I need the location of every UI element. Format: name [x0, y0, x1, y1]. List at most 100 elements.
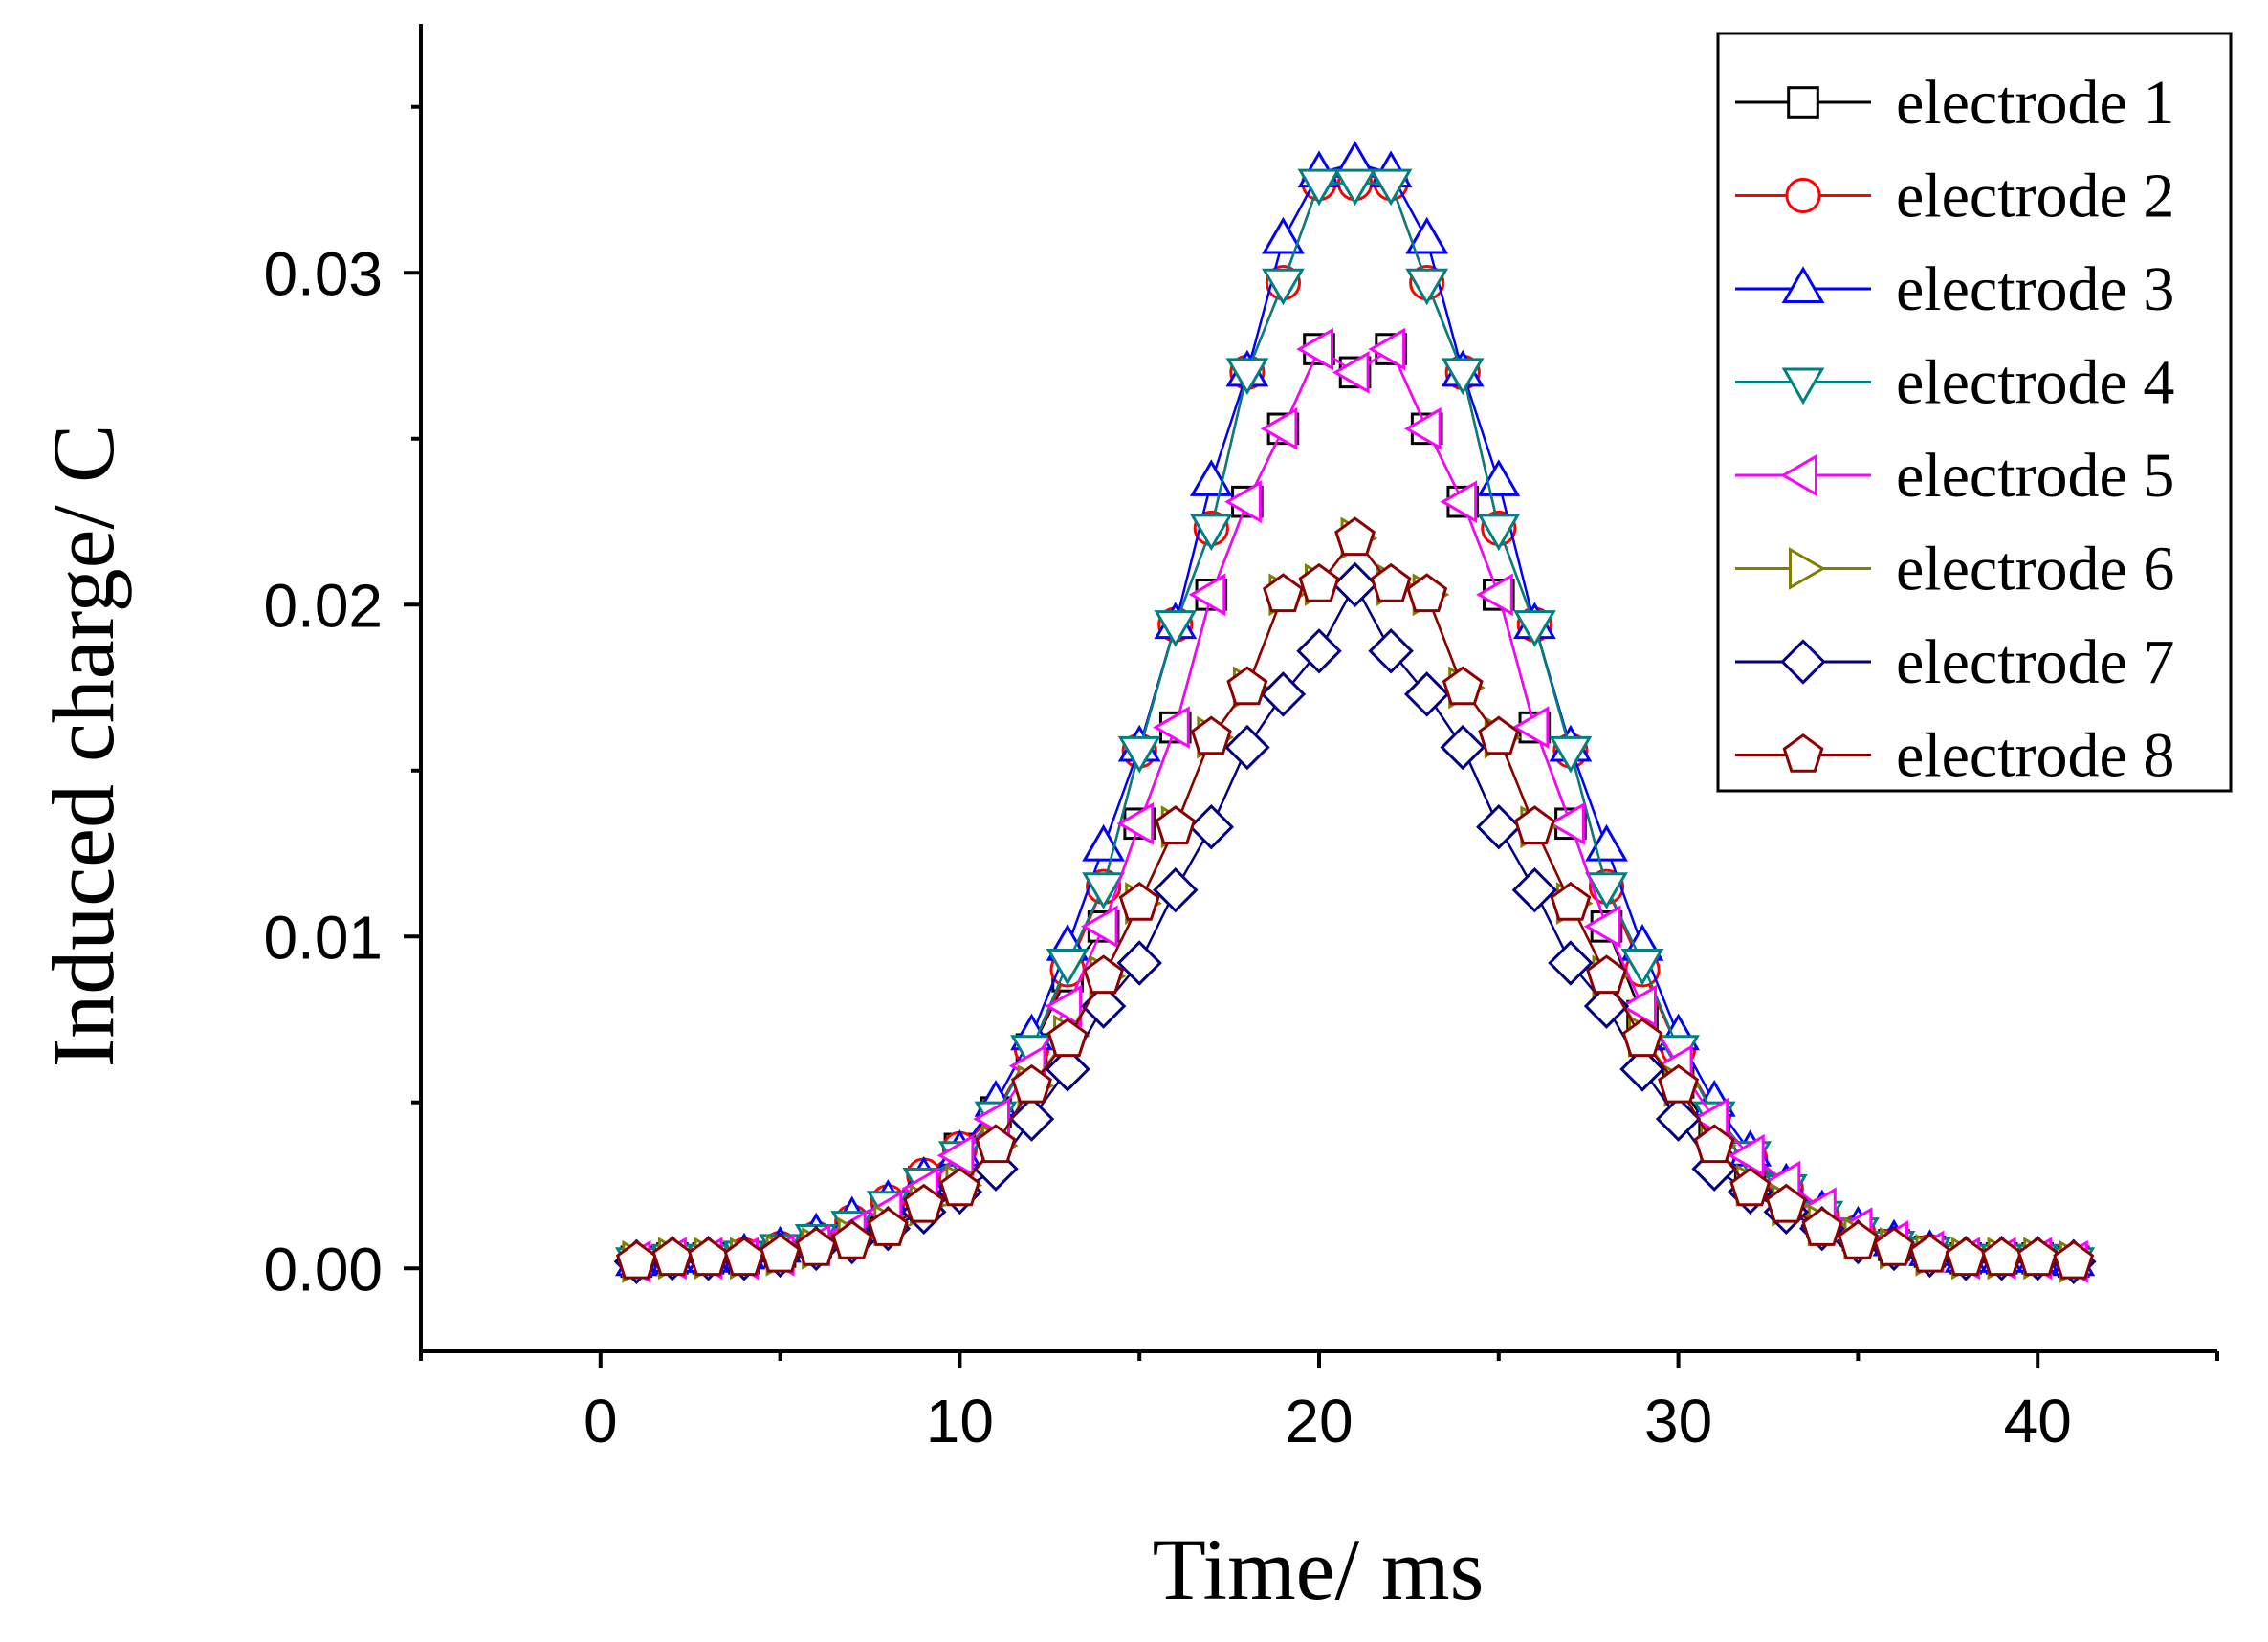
data-point [1153, 706, 1190, 750]
data-point [1116, 940, 1162, 986]
legend-item: electrode 1 [1735, 68, 2174, 138]
legend-item: electrode 3 [1735, 254, 2174, 324]
y-tick-label: 0.03 [263, 239, 383, 308]
data-point [1405, 268, 1449, 306]
data-point [975, 1124, 1017, 1164]
data-point [1728, 1133, 1765, 1177]
legend-label: electrode 3 [1896, 254, 2174, 324]
data-point [1511, 706, 1550, 750]
data-point [1370, 562, 1412, 602]
legend-label: electrode 7 [1896, 627, 2174, 697]
data-point [831, 1219, 873, 1259]
legend-label: electrode 8 [1896, 721, 2174, 791]
legend-item: electrode 8 [1735, 721, 2174, 791]
data-point [1693, 1124, 1735, 1164]
data-point [1046, 949, 1090, 986]
data-point [1332, 350, 1370, 394]
data-point [1297, 168, 1341, 207]
data-point [1550, 882, 1592, 921]
legend-marker [1780, 639, 1826, 685]
data-point [1263, 573, 1304, 613]
legend-label: electrode 6 [1896, 535, 2174, 604]
data-point [1586, 954, 1627, 995]
data-point [1190, 715, 1232, 755]
data-point [2053, 1239, 2095, 1280]
data-point [615, 1239, 657, 1280]
data-point [1477, 514, 1521, 552]
data-point [1117, 735, 1161, 774]
data-point [795, 1226, 837, 1266]
data-point [1296, 327, 1333, 371]
data-point [1585, 872, 1628, 909]
data-point [1619, 1046, 1665, 1092]
data-point [1368, 628, 1414, 674]
data-point [1261, 268, 1305, 306]
data-point [1260, 671, 1307, 717]
data-point [1046, 1018, 1089, 1058]
data-point [1981, 1237, 2023, 1277]
data-point [1478, 715, 1520, 755]
data-point [1729, 1167, 1772, 1207]
data-point [1404, 406, 1442, 450]
data-point [1083, 954, 1125, 995]
data-point [1441, 358, 1485, 396]
data-point [1369, 168, 1413, 207]
data-point [1261, 216, 1305, 254]
legend-label: electrode 4 [1896, 348, 2174, 418]
data-point [1583, 905, 1621, 949]
data-point [1837, 1219, 1879, 1259]
legend-marker [1780, 453, 1817, 497]
x-tick-label: 0 [584, 1387, 618, 1456]
data-point [938, 1167, 980, 1207]
data-point [1442, 666, 1484, 706]
series-layer [613, 141, 2097, 1285]
data-point [1658, 1063, 1700, 1104]
data-point [2016, 1237, 2059, 1277]
data-point [1655, 1096, 1702, 1142]
legend-label: electrode 5 [1896, 441, 2174, 511]
data-point [1298, 562, 1340, 602]
data-point [1225, 358, 1269, 396]
data-point [1118, 882, 1160, 921]
data-point [1045, 984, 1083, 1028]
data-point [1368, 327, 1406, 371]
data-point [1155, 805, 1197, 844]
data-point [1619, 984, 1657, 1028]
x-tick-label: 30 [1644, 1387, 1712, 1456]
legend-label: electrode 2 [1896, 162, 2174, 231]
data-point [1620, 949, 1664, 986]
data-point [1008, 1096, 1055, 1142]
data-point [1224, 480, 1262, 524]
x-axis-title: Time/ ms [1153, 1521, 1485, 1618]
data-point [1403, 671, 1450, 717]
legend-item: electrode 7 [1735, 627, 2174, 697]
data-point [1873, 1226, 1915, 1266]
data-point [1549, 735, 1593, 774]
data-point [1188, 573, 1226, 617]
data-point [1188, 803, 1235, 850]
legend-item: electrode 4 [1735, 348, 2174, 418]
x-tick-label: 20 [1285, 1387, 1353, 1456]
y-axis-title: Induced charge/ C [34, 425, 132, 1068]
legend: electrode 1 electrode 2 electrode 3 electro… [1716, 32, 2233, 793]
data-point [1082, 872, 1126, 909]
data-point [723, 1237, 765, 1277]
data-point [1116, 801, 1155, 845]
data-point [1153, 866, 1199, 913]
data-point [688, 1237, 729, 1277]
data-point [1333, 168, 1377, 207]
data-point [1511, 866, 1558, 913]
data-point [1548, 801, 1585, 845]
data-point [1334, 516, 1376, 557]
data-point [1080, 905, 1118, 949]
legend-marker [1782, 733, 1824, 773]
legend-marker [1789, 547, 1826, 590]
data-point [1476, 573, 1513, 617]
y-tick-label: 0.02 [263, 571, 383, 640]
data-point [1801, 1207, 1843, 1246]
x-tick-label: 40 [2004, 1387, 2072, 1456]
data-point [1440, 724, 1486, 771]
data-point [903, 1183, 945, 1223]
data-point [1945, 1237, 1987, 1277]
